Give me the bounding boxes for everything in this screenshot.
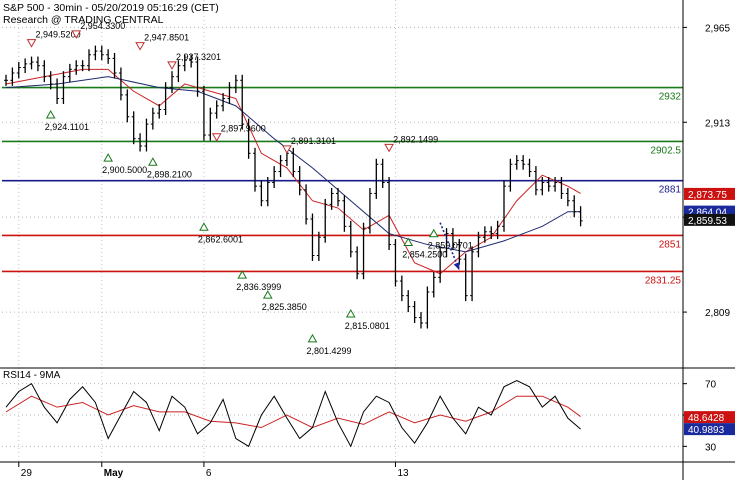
swing-low-marker [199, 222, 209, 231]
swing-high-label: 2,947.8501 [144, 33, 189, 43]
date-tick-label: 6 [206, 468, 212, 479]
moving-average-line [5, 76, 581, 253]
swing-high-label: 2,937.3201 [176, 52, 221, 62]
moving-average-line [5, 68, 581, 275]
price-tick-label: 2,965 [705, 23, 730, 34]
swing-low-marker [147, 157, 158, 166]
level-label: 2831.25 [645, 275, 682, 286]
swing-low-marker [45, 109, 56, 119]
swing-low-label: 2,898.2100 [147, 169, 192, 179]
date-tick-label: May [104, 468, 124, 479]
swing-low-marker [345, 308, 356, 318]
swing-low-marker [103, 153, 114, 162]
forecast-arrow [439, 222, 461, 271]
swing-low-marker [307, 333, 318, 343]
swing-high-label: 2,891.3101 [291, 136, 336, 146]
rsi-panel: RSI14 - 9MA705030 [2, 370, 717, 453]
level-label: 2932 [659, 92, 682, 103]
rsi-label: RSI14 - 9MA [3, 370, 61, 381]
swing-low-label: 2,836.3999 [236, 282, 281, 292]
swing-low-label: 2,801.4299 [306, 346, 351, 356]
swing-high-marker [211, 133, 222, 142]
chart-subtitle: Research @ TRADING CENTRAL [3, 14, 164, 26]
rsi-tick-label: 30 [705, 442, 717, 453]
price-series [4, 45, 583, 329]
swing-high-marker [167, 61, 177, 70]
swing-high-label: 2,954.3300 [80, 21, 125, 31]
rsi-tick-label: 70 [705, 380, 717, 391]
swing-high-marker [135, 42, 145, 51]
price-tick-label: 2,809 [705, 308, 730, 319]
price-tag [684, 187, 735, 200]
level-label: 2902.5 [650, 145, 681, 156]
rsi-ma-line [5, 395, 581, 429]
chart-title: S&P 500 - 30min - 05/20/2019 05:16:29 (C… [3, 2, 219, 14]
rsi-line [5, 379, 581, 448]
rsi-tag-label: 40.9893 [688, 425, 725, 436]
swing-low-label: 2,862.6001 [198, 234, 243, 244]
swing-low-marker [403, 237, 414, 246]
level-label: 2851 [659, 239, 682, 250]
level-label: 2881 [659, 185, 682, 196]
swing-low-label: 2,815.0801 [345, 321, 390, 331]
rsi-tag [684, 423, 735, 436]
swing-high-label: 2,892.1499 [393, 134, 438, 144]
price-tick-label: 2,913 [705, 118, 730, 129]
price-tag-label: 2,859.53 [688, 216, 727, 227]
forecast-arrow-head [453, 262, 460, 271]
swing-low-label: 2,825.3850 [262, 302, 307, 312]
moving-averages [5, 68, 581, 275]
rsi-tag-label: 48.6428 [688, 413, 725, 424]
swing-high-marker [384, 143, 394, 153]
swing-high-marker [26, 39, 37, 48]
swing-low-label: 2,924.1101 [45, 122, 89, 132]
price-tag-label: 2,873.75 [688, 190, 727, 201]
date-tick-label: 29 [21, 468, 33, 479]
swing-low-marker [262, 290, 273, 299]
swing-low-marker [428, 228, 439, 238]
swing-high-marker [282, 145, 292, 154]
rsi-tag [684, 411, 735, 424]
swing-low-label: 2,854.2500 [402, 249, 447, 259]
swing-high-marker [71, 30, 82, 39]
date-tick-label: 13 [397, 468, 409, 479]
price-tag-label: 2,864.04 [688, 208, 727, 219]
swing-high-label: 2,949.5200 [36, 30, 81, 40]
swing-high-label: 2,897.9600 [221, 124, 266, 134]
swing-low-label: 2,900.5000 [102, 165, 147, 175]
grid [2, 0, 683, 462]
swing-low-marker [237, 270, 248, 279]
support-resistance-levels: 2932 2902.5 2881 2851 2831.25 [2, 86, 683, 286]
price-tag [684, 213, 735, 226]
